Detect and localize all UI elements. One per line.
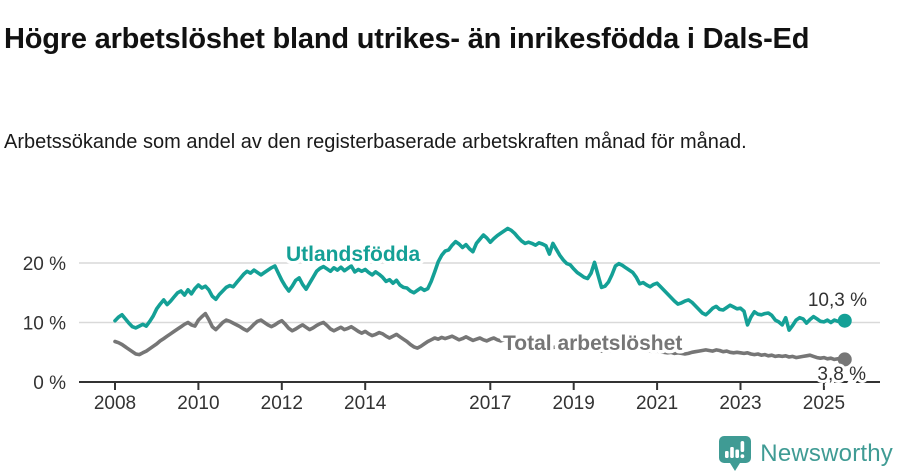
page-title: Högre arbetslöshet bland utrikes- än inr…	[4, 23, 810, 56]
series-end-value-label-1: 3,8 %	[817, 364, 866, 385]
x-tick-label: 2025	[803, 393, 845, 414]
brand-name: Newsworthy	[760, 439, 893, 467]
series-label-0: Utlandsfödda	[286, 243, 420, 266]
y-tick-label: 0 %	[33, 373, 66, 394]
x-tick-label: 2017	[469, 393, 511, 414]
x-tick-label: 2023	[719, 393, 761, 414]
series-label-1: Total arbetslöshet	[503, 332, 682, 355]
series-line-1	[113, 311, 847, 362]
series-line-0	[113, 226, 847, 333]
x-tick-label: 2019	[553, 393, 595, 414]
newsworthy-logo[interactable]: Newsworthy	[719, 436, 893, 471]
y-tick-label: 20 %	[23, 254, 66, 275]
y-tick-label: 10 %	[23, 314, 66, 335]
x-tick-label: 2021	[636, 393, 678, 414]
x-tick-label: 2008	[94, 393, 136, 414]
series-end-dot-1	[837, 352, 852, 367]
series-end-dot-0	[837, 313, 852, 328]
chart-subtitle: Arbetssökande som andel av den registerb…	[4, 131, 747, 153]
x-tick-label: 2012	[261, 393, 303, 414]
series-end-value-label-0: 10,3 %	[808, 290, 867, 311]
x-tick-label: 2010	[177, 393, 219, 414]
newsworthy-pin-bar-chart-icon	[719, 436, 752, 471]
x-tick-label: 2014	[344, 393, 387, 414]
